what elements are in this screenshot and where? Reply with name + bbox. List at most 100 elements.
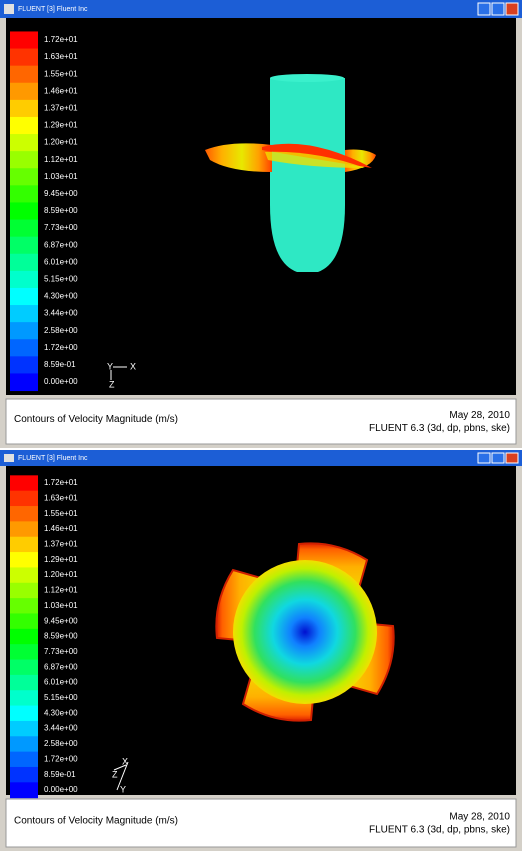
colorbar-label: 5.15e+00 bbox=[44, 693, 78, 702]
hub bbox=[233, 560, 377, 704]
app-icon bbox=[4, 454, 14, 462]
colorbar-cell bbox=[10, 552, 38, 568]
window-title: FLUENT [3] Fluent Inc bbox=[18, 455, 88, 462]
colorbar-cell bbox=[10, 356, 38, 374]
colorbar-cell bbox=[10, 475, 38, 491]
colorbar-label: 1.37e+01 bbox=[44, 104, 78, 113]
colorbar-cell bbox=[10, 598, 38, 614]
maximize-button[interactable] bbox=[492, 453, 504, 463]
colorbar-cell bbox=[10, 644, 38, 660]
colorbar-label: 6.01e+00 bbox=[44, 678, 78, 687]
colorbar-cell bbox=[10, 202, 38, 220]
colorbar-label: 1.20e+01 bbox=[44, 138, 78, 147]
colorbar-cell bbox=[10, 629, 38, 645]
colorbar-cell bbox=[10, 521, 38, 537]
colorbar-label: 1.29e+01 bbox=[44, 555, 78, 564]
colorbar-label: 0.00e+00 bbox=[44, 377, 78, 386]
colorbar-label: 1.46e+01 bbox=[44, 86, 78, 95]
colorbar-label: 6.01e+00 bbox=[44, 257, 78, 266]
hub-cylinder bbox=[270, 78, 345, 272]
colorbar-label: 1.72e+01 bbox=[44, 478, 78, 487]
caption: Contours of Velocity Magnitude (m/s) bbox=[14, 816, 178, 827]
colorbar-cell bbox=[10, 168, 38, 186]
close-button[interactable] bbox=[506, 3, 518, 15]
colorbar-cell bbox=[10, 506, 38, 522]
colorbar-cell bbox=[10, 782, 38, 798]
colorbar-label: 1.12e+01 bbox=[44, 586, 78, 595]
screen: FLUENT [3] Fluent Inc 1.72e+01 1.63e+01 1.5… bbox=[0, 0, 522, 851]
app-icon bbox=[4, 4, 14, 14]
caption: Contours of Velocity Magnitude (m/s) bbox=[14, 414, 178, 425]
colorbar-label: 4.30e+00 bbox=[44, 292, 78, 301]
minimize-button[interactable] bbox=[478, 3, 490, 15]
colorbar-label: 5.15e+00 bbox=[44, 275, 78, 284]
colorbar-label: 1.63e+01 bbox=[44, 493, 78, 502]
colorbar-label: 1.55e+01 bbox=[44, 509, 78, 518]
colorbar-cell bbox=[10, 117, 38, 135]
colorbar-label: 8.59e+00 bbox=[44, 632, 78, 641]
page: FLUENT [3] Fluent Inc 1.72e+01 1.63e+01 1.5… bbox=[0, 0, 522, 851]
colorbar-cell bbox=[10, 100, 38, 118]
solver-info: FLUENT 6.3 (3d, dp, pbns, ske) bbox=[369, 825, 510, 836]
colorbar-label: 6.87e+00 bbox=[44, 662, 78, 671]
colorbar-label: 1.29e+01 bbox=[44, 121, 78, 130]
colorbar-label: 1.03e+01 bbox=[44, 172, 78, 181]
colorbar-cell bbox=[10, 660, 38, 676]
axis-label: Y bbox=[107, 361, 113, 371]
colorbar-cell bbox=[10, 49, 38, 67]
colorbar-label: 1.03e+01 bbox=[44, 601, 78, 610]
graphics-area bbox=[6, 18, 516, 395]
maximize-button[interactable] bbox=[492, 3, 504, 15]
colorbar-cell bbox=[10, 254, 38, 272]
colorbar-label: 4.30e+00 bbox=[44, 708, 78, 717]
colorbar-cell bbox=[10, 690, 38, 706]
colorbar-cell bbox=[10, 220, 38, 238]
colorbar-cell bbox=[10, 537, 38, 553]
axis-label: Y bbox=[120, 784, 126, 794]
colorbar-label: 2.58e+00 bbox=[44, 326, 78, 335]
colorbar-cell bbox=[10, 736, 38, 752]
colorbar-label: 1.46e+01 bbox=[44, 524, 78, 533]
colorbar-cell bbox=[10, 288, 38, 306]
solver-info: FLUENT 6.3 (3d, dp, pbns, ske) bbox=[369, 423, 510, 434]
colorbar-cell bbox=[10, 151, 38, 169]
colorbar-label: 8.59e-01 bbox=[44, 770, 76, 779]
colorbar-label: 8.59e+00 bbox=[44, 206, 78, 215]
colorbar-label: 1.72e+00 bbox=[44, 343, 78, 352]
colorbar-cell bbox=[10, 83, 38, 101]
colorbar-label: 6.87e+00 bbox=[44, 240, 78, 249]
colorbar-label: 3.44e+00 bbox=[44, 724, 78, 733]
colorbar-label: 1.63e+01 bbox=[44, 52, 78, 61]
colorbar-label: 7.73e+00 bbox=[44, 223, 78, 232]
axis-label: Z bbox=[109, 379, 115, 389]
colorbar-label: 9.45e+00 bbox=[44, 189, 78, 198]
colorbar-label: 1.12e+01 bbox=[44, 155, 78, 164]
colorbar-cell bbox=[10, 134, 38, 152]
colorbar-cell bbox=[10, 66, 38, 84]
colorbar-cell bbox=[10, 706, 38, 722]
colorbar-label: 3.44e+00 bbox=[44, 309, 78, 318]
axis-label: X bbox=[130, 361, 136, 371]
colorbar-label: 9.45e+00 bbox=[44, 616, 78, 625]
colorbar-label: 1.72e+00 bbox=[44, 754, 78, 763]
hub-top bbox=[270, 74, 344, 82]
date: May 28, 2010 bbox=[449, 812, 510, 823]
colorbar-cell bbox=[10, 752, 38, 768]
colorbar-cell bbox=[10, 322, 38, 340]
close-button[interactable] bbox=[506, 453, 518, 463]
colorbar-cell bbox=[10, 721, 38, 737]
colorbar-cell bbox=[10, 339, 38, 357]
colorbar-label: 8.59e-01 bbox=[44, 360, 76, 369]
colorbar-cell bbox=[10, 491, 38, 507]
minimize-button[interactable] bbox=[478, 453, 490, 463]
colorbar-label: 1.37e+01 bbox=[44, 540, 78, 549]
colorbar-cell bbox=[10, 767, 38, 783]
colorbar-label: 2.58e+00 bbox=[44, 739, 78, 748]
colorbar-cell bbox=[10, 373, 38, 391]
colorbar-cell bbox=[10, 613, 38, 629]
colorbar-cell bbox=[10, 237, 38, 255]
colorbar-cell bbox=[10, 675, 38, 691]
colorbar-label: 7.73e+00 bbox=[44, 647, 78, 656]
colorbar-label: 1.55e+01 bbox=[44, 69, 78, 78]
colorbar-cell bbox=[10, 185, 38, 203]
